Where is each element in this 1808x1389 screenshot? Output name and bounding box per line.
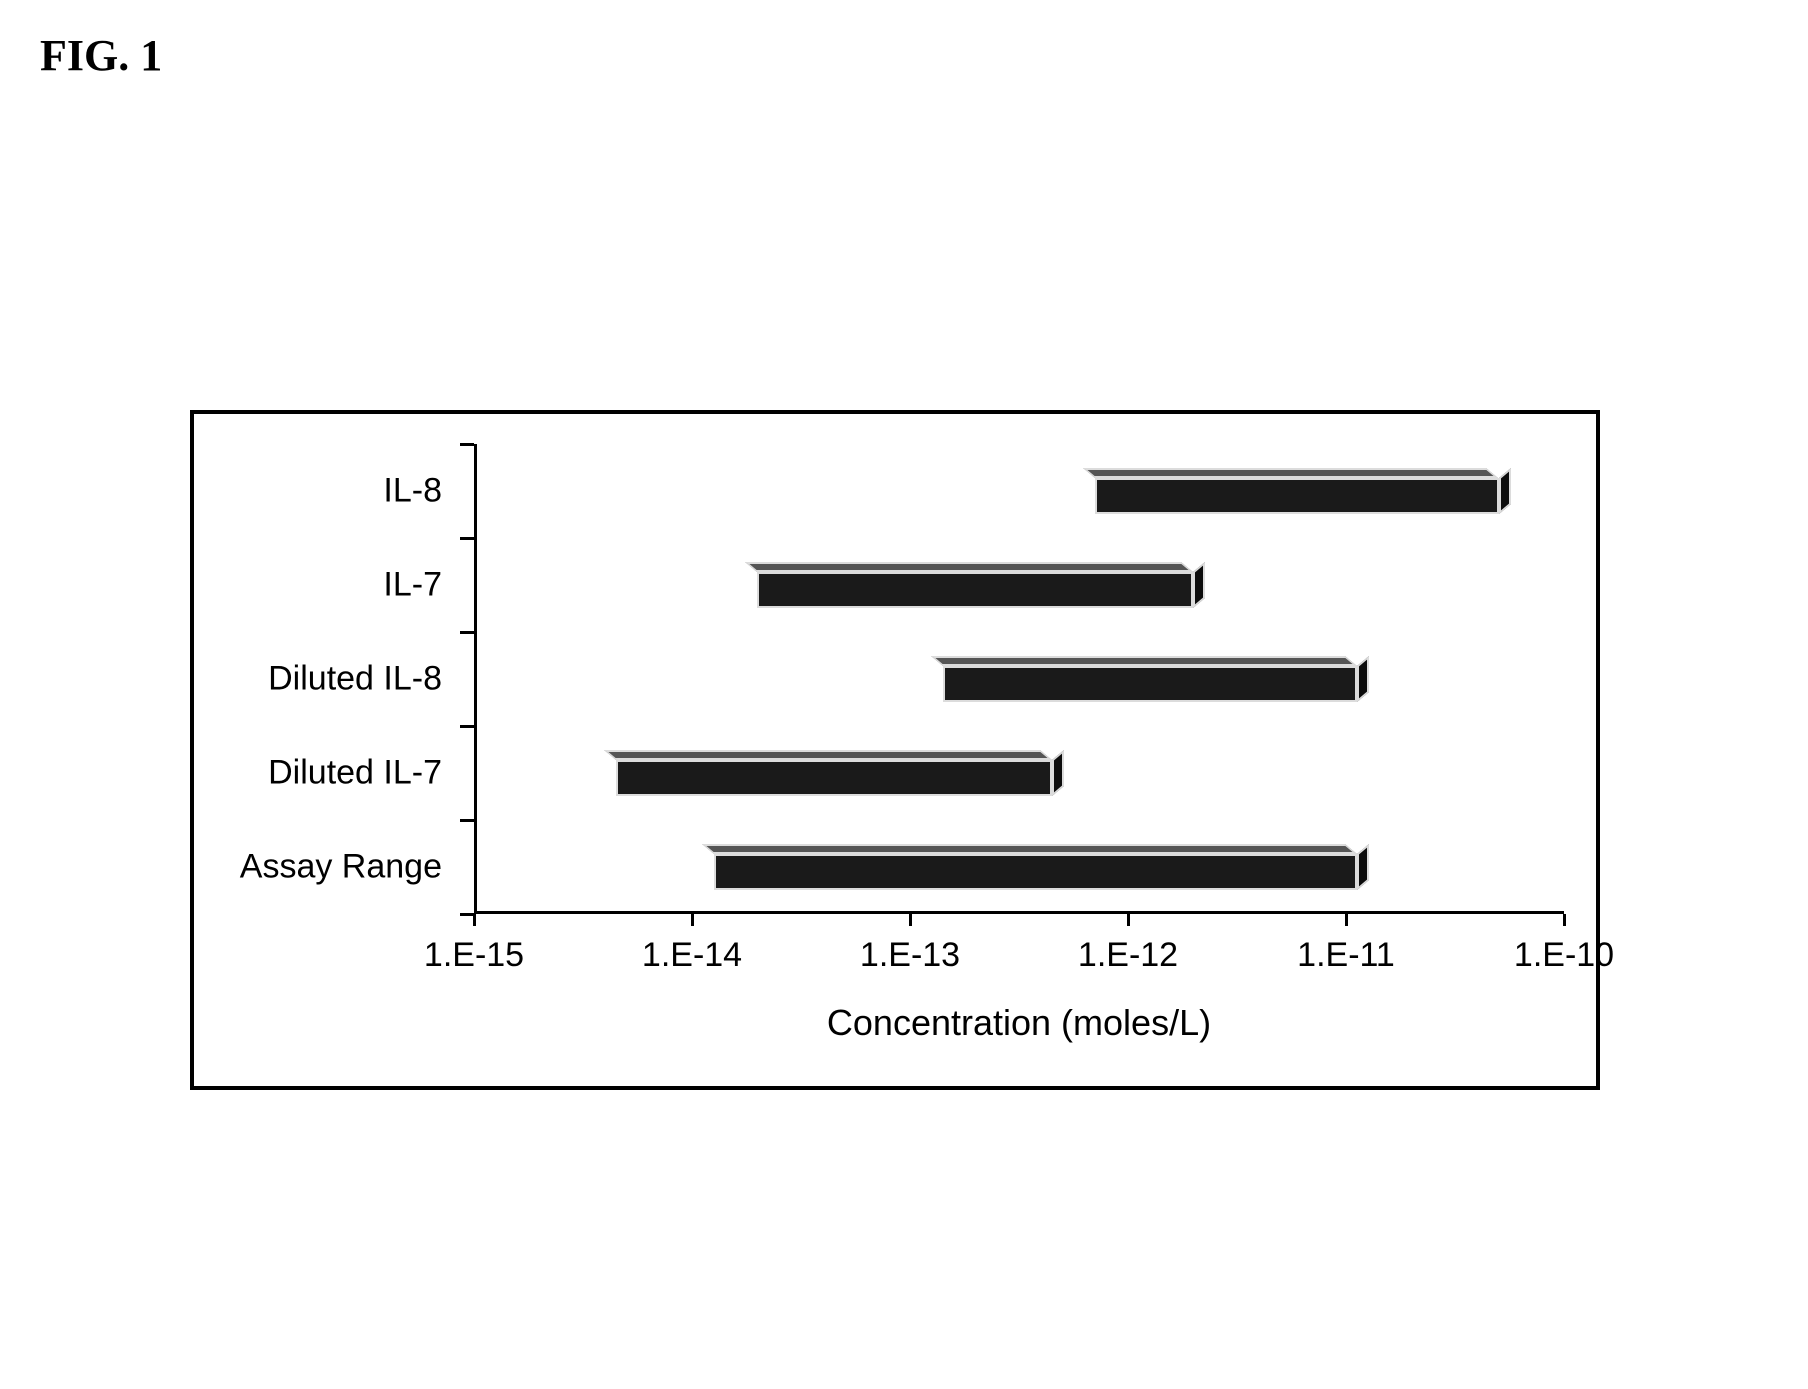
page: FIG. 1 Concentration (moles/L) 1.E-15 1.E…: [0, 0, 1808, 1389]
bar-side-face: [1052, 750, 1064, 796]
y-category-label: Diluted IL-7: [268, 754, 442, 793]
bar-top-face: [745, 562, 1193, 572]
x-tick-label: 1.E-12: [1078, 936, 1178, 975]
bar-front-face: [1095, 478, 1498, 514]
x-axis-title: Concentration (moles/L): [827, 1002, 1211, 1044]
bar-top-face: [931, 656, 1357, 666]
bar-side-face: [1357, 844, 1369, 890]
bar-top-face: [702, 844, 1357, 854]
chart-frame: Concentration (moles/L) 1.E-15 1.E-14 1.E-…: [190, 410, 1600, 1090]
x-tick: [1563, 914, 1566, 926]
x-tick: [691, 914, 694, 926]
figure-title: FIG. 1: [40, 30, 162, 81]
bar-front-face: [943, 666, 1357, 702]
x-tick: [909, 914, 912, 926]
y-category-label: Diluted IL-8: [268, 660, 442, 699]
bar-top-face: [1083, 468, 1498, 478]
y-category-label: IL-8: [383, 472, 442, 511]
bar-front-face: [714, 854, 1357, 890]
x-axis-line: [474, 911, 1564, 914]
y-tick: [460, 537, 474, 540]
y-tick: [460, 819, 474, 822]
range-bar: [757, 562, 1205, 608]
x-tick-label: 1.E-14: [642, 936, 742, 975]
x-tick-label: 1.E-13: [860, 936, 960, 975]
x-tick-label: 1.E-15: [424, 936, 524, 975]
range-bar: [616, 750, 1064, 796]
y-category-label: Assay Range: [240, 848, 442, 887]
range-bar: [1095, 468, 1510, 514]
range-bar: [714, 844, 1369, 890]
y-tick: [460, 443, 474, 446]
plot-area: [474, 444, 1564, 914]
y-axis-line: [474, 444, 477, 914]
bar-top-face: [604, 750, 1052, 760]
y-category-label: IL-7: [383, 566, 442, 605]
y-tick: [460, 913, 474, 916]
x-tick: [1127, 914, 1130, 926]
bar-side-face: [1357, 656, 1369, 702]
bar-front-face: [616, 760, 1052, 796]
range-bar: [943, 656, 1369, 702]
x-tick-label: 1.E-10: [1514, 936, 1614, 975]
x-tick: [1345, 914, 1348, 926]
bar-side-face: [1499, 468, 1511, 514]
bar-side-face: [1193, 562, 1205, 608]
x-tick-label: 1.E-11: [1297, 936, 1395, 975]
x-tick: [473, 914, 476, 926]
y-tick: [460, 725, 474, 728]
chart-inner: Concentration (moles/L) 1.E-15 1.E-14 1.E-…: [194, 414, 1596, 1086]
y-tick: [460, 631, 474, 634]
bar-front-face: [757, 572, 1193, 608]
